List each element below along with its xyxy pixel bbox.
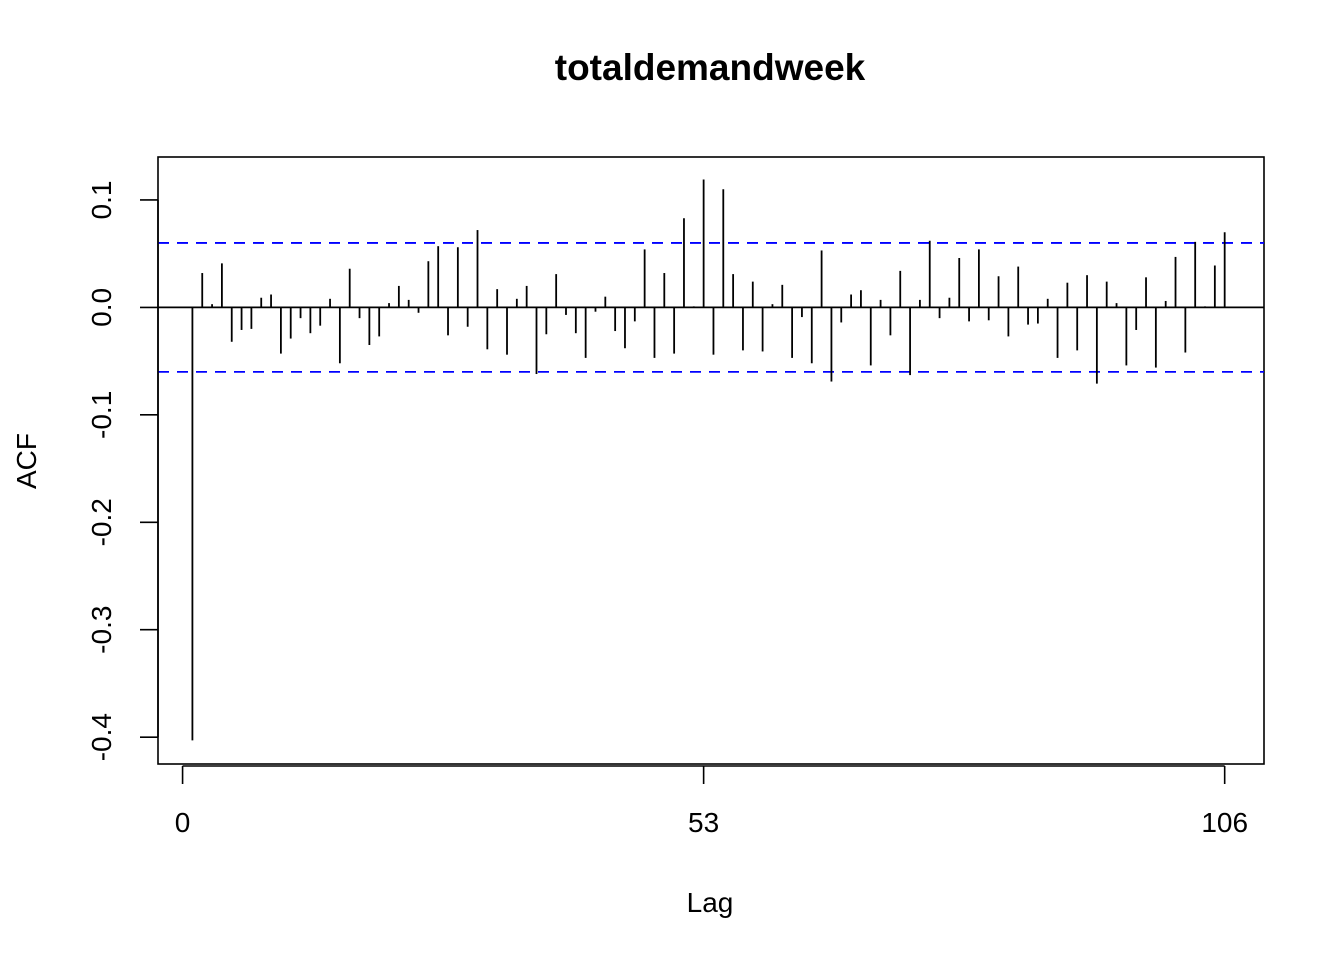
y-tick-label: 0.1 xyxy=(86,181,117,220)
y-tick-label: -0.3 xyxy=(86,606,117,654)
x-axis-label: Lag xyxy=(687,887,734,918)
y-tick-label: -0.1 xyxy=(86,391,117,439)
x-tick-label: 53 xyxy=(688,807,719,838)
plot-frame xyxy=(157,156,1265,765)
y-tick-label: -0.4 xyxy=(86,713,117,761)
chart-title: totaldemandweek xyxy=(555,47,866,88)
x-tick-label: 106 xyxy=(1201,807,1248,838)
y-tick-label: -0.2 xyxy=(86,498,117,546)
y-axis-label: ACF xyxy=(11,433,42,489)
y-tick-label: 0.0 xyxy=(86,288,117,327)
x-tick-label: 0 xyxy=(175,807,191,838)
